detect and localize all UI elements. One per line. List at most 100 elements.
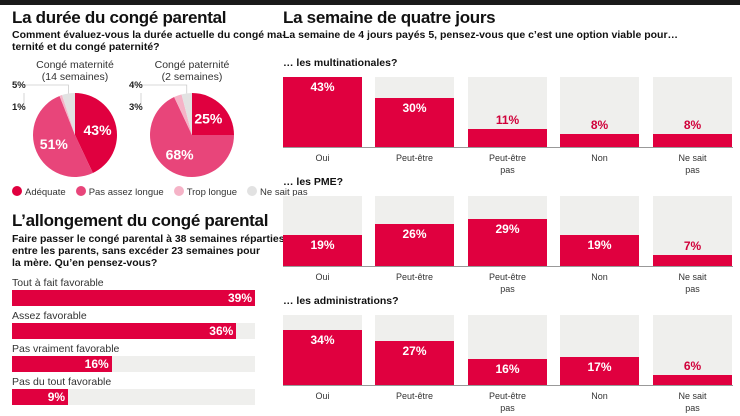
bar-track: 6% [653, 315, 732, 385]
pie-label: 25% [194, 111, 223, 127]
bar-value-label: 19% [310, 238, 335, 253]
category-label: Oui [315, 153, 330, 163]
bar [560, 357, 639, 385]
bar [653, 133, 732, 147]
bar-value-label: 8% [590, 117, 609, 132]
pie-small-label: 5% [12, 80, 26, 91]
category-label: Ne sait pas [678, 272, 707, 294]
question-semaine: La semaine de 4 jours payés 5, pensez-vo… [283, 29, 679, 41]
bar-track: 8% [653, 77, 732, 147]
bar-track: 34% [283, 315, 362, 385]
pie-slice [59, 95, 75, 135]
bar-track: 30% [375, 77, 454, 147]
pie-subtitle: (14 semaines) [41, 71, 109, 83]
subchart-title: … les PME? [283, 176, 344, 188]
category-label: Peut-être [395, 272, 434, 282]
subchart-title: … les multinationales? [283, 57, 398, 69]
pie-slice [192, 93, 234, 135]
pie-charts: 43% 51% 5% 1% 25% 68% 4% 3% [12, 80, 235, 177]
bar-track: 9% [12, 389, 255, 405]
bar-value-label: 7% [683, 238, 702, 253]
pie-slice [150, 96, 235, 177]
pie-slice [75, 93, 117, 174]
bar [653, 254, 732, 266]
bar [560, 235, 639, 266]
bar-track: 16% [12, 356, 255, 372]
category-label: Oui [315, 391, 330, 401]
question-allongement: Faire passer le congé parental à 38 sema… [12, 233, 285, 269]
pie-title: Congé maternité [36, 59, 114, 71]
bar-track: 36% [12, 323, 255, 339]
bar-track: 11% [468, 77, 547, 147]
category-label: Non [591, 272, 608, 282]
baseline [283, 266, 733, 267]
bar-value-label: 16% [495, 361, 520, 376]
bar-value-label: 30% [402, 101, 427, 116]
pie-slice [32, 95, 93, 177]
legend-label: Trop longue [186, 187, 238, 198]
bar-value-label: 6% [683, 359, 702, 374]
leader-line [24, 84, 69, 94]
question-line: entre les parents, sans excéder 23 semai… [12, 245, 261, 257]
baseline [283, 385, 733, 386]
bar-value-label: 43% [310, 80, 335, 94]
pie-title: Congé paternité [154, 59, 230, 71]
bar [653, 375, 732, 385]
bar [283, 235, 362, 266]
legend-item-adequate: Adéquate [12, 186, 66, 198]
category-label: Peut-être pas [488, 272, 527, 294]
pie-title-maternite: Congé maternité (14 semaines) [25, 59, 125, 83]
pie-title-paternite: Congé paternité (2 semaines) [142, 59, 242, 83]
bar-track: 43% [283, 77, 362, 147]
pie-label: 43% [84, 122, 113, 138]
pie-small-label: 1% [12, 102, 26, 113]
bar [468, 129, 547, 147]
legend-label: Ne sait pas [260, 187, 308, 198]
bar-label: Pas vraiment favorable [12, 343, 120, 355]
legend-item-nsp: Ne sait pas [247, 186, 308, 198]
bar-track: 39% [12, 290, 255, 306]
category-label: Peut-être pas [488, 153, 527, 175]
bar-value-label: 26% [402, 226, 427, 241]
bar: 16% [12, 356, 112, 372]
bar: 9% [12, 389, 69, 405]
pie-subtitle: (2 semaines) [161, 71, 223, 83]
category-label: Peut-être [395, 391, 434, 401]
category-label: Non [591, 153, 608, 163]
pie-small-label: 4% [129, 80, 143, 91]
category-label: Peut-être pas [488, 391, 527, 413]
legend-swatch [75, 186, 86, 196]
subchart-title: … les administrations? [283, 295, 399, 307]
legend-item-pas-assez: Pas assez longue [75, 186, 164, 198]
question-line: Faire passer le congé parental à 38 sema… [12, 233, 285, 245]
bar-label: Assez favorable [12, 310, 87, 322]
bar-value-label: 17% [587, 360, 612, 375]
bar [468, 358, 547, 385]
category-label: Ne sait pas [678, 391, 707, 413]
bar-value-label: 11% [495, 113, 520, 128]
pie-slice [174, 94, 192, 135]
bar-label: Tout à fait favorable [12, 277, 104, 289]
bar [283, 77, 362, 147]
bar: 36% [12, 323, 237, 339]
section-title-duree: La durée du congé parental [12, 8, 227, 27]
legend-swatch [247, 186, 258, 196]
category-label: Non [591, 391, 608, 401]
pie-small-label: 3% [129, 102, 143, 113]
category-label: Oui [315, 272, 330, 282]
bar-value-label: 36% [209, 324, 234, 338]
legend-swatch [173, 186, 184, 196]
question-line: ternité et du congé paternité? [12, 41, 160, 53]
legend-label: Adéquate [25, 187, 66, 198]
category-label: Ne sait pas [678, 153, 707, 175]
section-title-semaine: La semaine de quatre jours [283, 8, 496, 27]
bar-track: 17% [560, 315, 639, 385]
bar-track: 27% [375, 315, 454, 385]
baseline [283, 147, 733, 148]
bar-value-label: 19% [587, 238, 612, 253]
legend-swatch [12, 186, 22, 196]
bar [560, 133, 639, 147]
bar-track: 16% [468, 315, 547, 385]
bar-value-label: 39% [227, 291, 252, 305]
bar: 39% [12, 290, 255, 306]
